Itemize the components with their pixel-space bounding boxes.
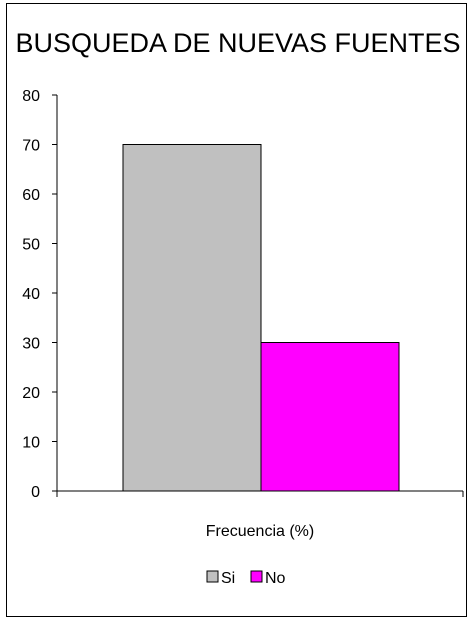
y-tick-label: 70 — [22, 138, 40, 155]
y-axis: 0 10 20 30 40 50 60 70 80 — [22, 88, 58, 501]
legend-label-no: No — [265, 570, 286, 587]
legend-swatch-si — [206, 570, 219, 583]
bars — [122, 144, 400, 492]
y-tick-label: 20 — [22, 385, 40, 402]
y-tick-label: 40 — [22, 286, 40, 303]
y-tick-label: 60 — [22, 187, 40, 204]
bar-si — [122, 144, 262, 492]
y-tick-label: 0 — [31, 484, 40, 501]
y-tick-label: 80 — [22, 88, 40, 105]
y-tick-label: 30 — [22, 336, 40, 353]
legend-swatch-no — [250, 570, 263, 583]
y-tick-label: 10 — [22, 435, 40, 452]
x-axis-label: Frecuencia (%) — [206, 523, 314, 540]
y-tick-label: 50 — [22, 237, 40, 254]
chart-title: BUSQUEDA DE NUEVAS FUENTES — [15, 28, 460, 58]
legend: Si No — [206, 570, 286, 587]
bar-no — [260, 342, 400, 492]
legend-label-si: Si — [221, 570, 235, 587]
